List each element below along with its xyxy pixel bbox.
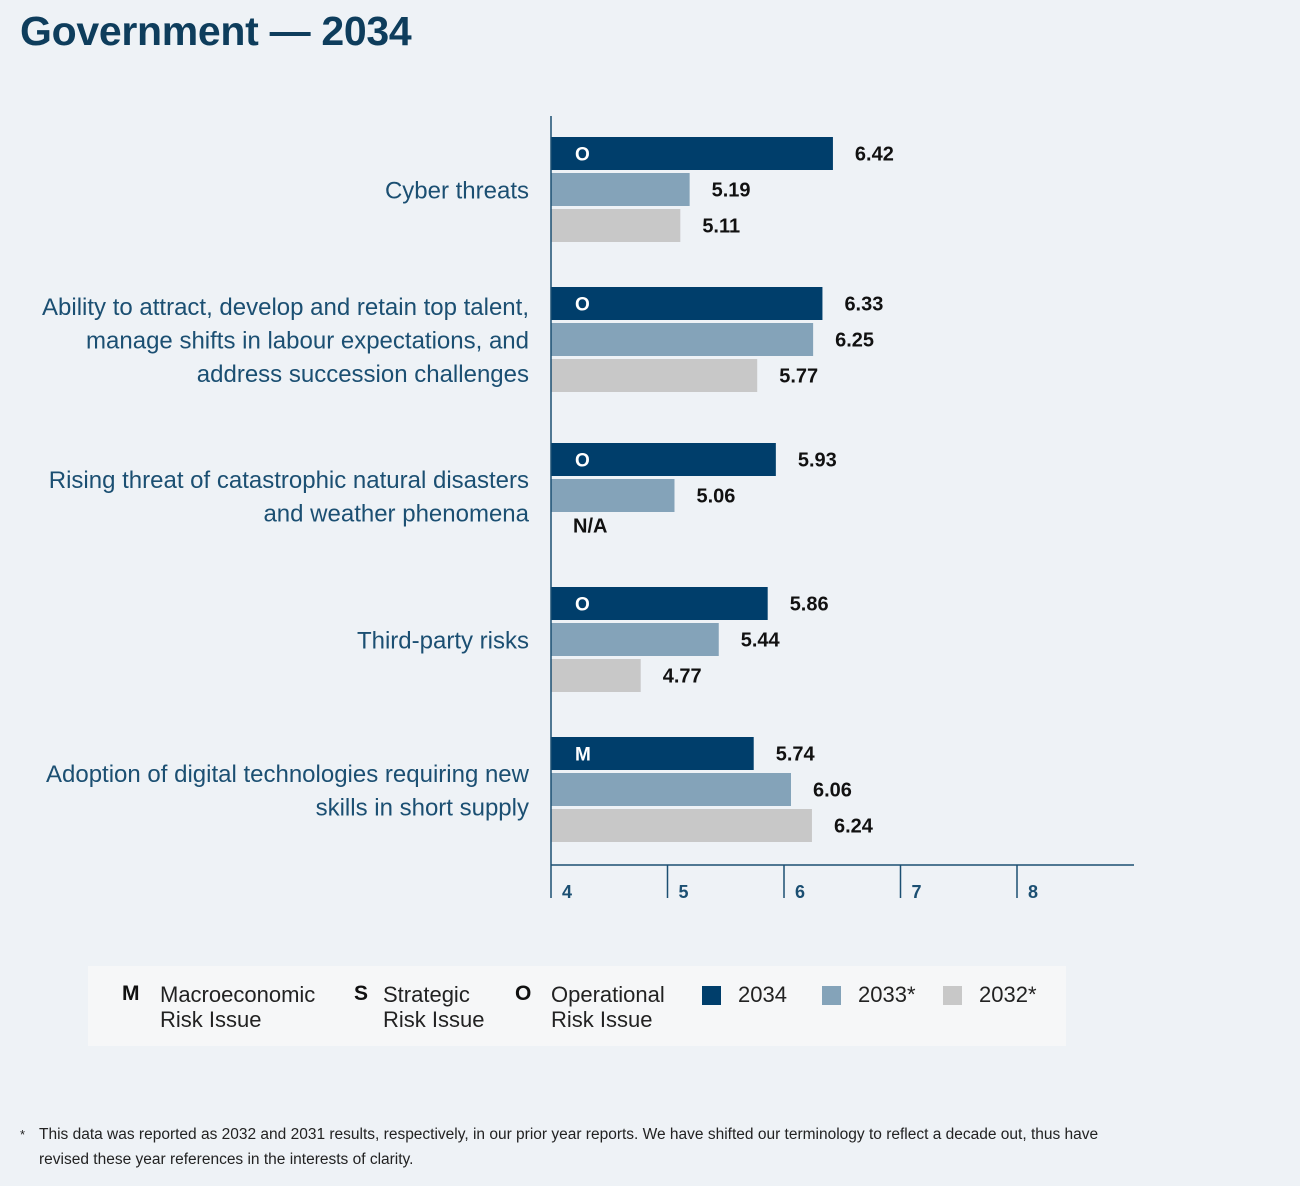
legend-swatch-2032 <box>943 986 962 1005</box>
category-label: Rising threat of catastrophic natural di… <box>49 467 529 494</box>
risk-code-label: O <box>575 451 590 472</box>
value-label: 6.24 <box>834 816 874 838</box>
legend-label-strategic: Strategic Risk Issue <box>383 982 485 1032</box>
legend-label-operational: Operational Risk Issue <box>551 982 665 1032</box>
legend: M Macroeconomic Risk Issue S Strategic Ris… <box>88 966 1066 1046</box>
x-tick-label: 7 <box>912 882 922 902</box>
bar <box>551 323 814 356</box>
legend-label-2034: 2034 <box>738 982 787 1007</box>
legend-label-macroeconomic: Macroeconomic Risk Issue <box>160 982 316 1032</box>
value-label: N/A <box>573 516 607 538</box>
bar <box>551 209 681 242</box>
risk-code-label: O <box>575 145 590 166</box>
value-label: 5.77 <box>779 366 818 388</box>
value-label: 5.74 <box>776 744 816 766</box>
value-label: 5.11 <box>702 216 740 238</box>
category-label: Third-party risks <box>357 628 529 655</box>
bar <box>551 287 823 320</box>
value-label: 5.86 <box>790 594 829 616</box>
value-label: 5.93 <box>798 450 837 472</box>
footnote-text: This data was reported as 2032 and 2031 … <box>39 1126 1099 1168</box>
legend-label-2032: 2032* <box>979 982 1037 1007</box>
category-label: and weather phenomena <box>263 500 529 527</box>
risk-code-label: O <box>575 595 590 616</box>
value-label: 6.42 <box>855 144 894 166</box>
value-label: 5.19 <box>712 180 751 202</box>
bar <box>551 173 690 206</box>
legend-key-strategic: S <box>354 982 369 1005</box>
x-tick-label: 6 <box>795 882 805 902</box>
value-label: 4.77 <box>663 666 702 688</box>
bar <box>551 623 719 656</box>
x-tick-label: 8 <box>1028 882 1038 902</box>
legend-key-operational: O <box>515 982 532 1005</box>
legend-label-2033: 2033* <box>858 982 916 1007</box>
bar <box>551 137 833 170</box>
value-label: 6.06 <box>813 780 852 802</box>
value-label: 5.06 <box>696 486 735 508</box>
category-label: address succession challenges <box>197 361 529 388</box>
value-label: 6.33 <box>844 294 883 316</box>
value-label: 5.44 <box>741 630 781 652</box>
category-label: Adoption of digital technologies requiri… <box>46 761 530 788</box>
category-label: Ability to attract, develop and retain t… <box>42 294 529 321</box>
value-label: 6.25 <box>835 330 874 352</box>
x-tick-label: 4 <box>562 882 572 902</box>
bar-chart: 6.42 5.19 5.11 O Cyber threats 6.33 6.25 5.77 O A… <box>42 116 1134 902</box>
legend-key-macroeconomic: M <box>122 982 140 1005</box>
risk-code-label: O <box>575 295 590 316</box>
bar <box>551 587 768 620</box>
bar <box>551 737 754 770</box>
risk-code-label: M <box>575 745 591 766</box>
category-label: Cyber threats <box>385 178 529 205</box>
bar <box>551 773 791 806</box>
category-label: skills in short supply <box>316 794 529 821</box>
bar <box>551 809 812 842</box>
legend-swatch-2034 <box>702 986 721 1005</box>
category-label: manage shifts in labour expectations, an… <box>86 328 529 355</box>
bar <box>551 479 675 512</box>
footnote-marker: * <box>20 1127 26 1142</box>
bar <box>551 443 776 476</box>
legend-swatch-2033 <box>822 986 841 1005</box>
bar <box>551 359 758 392</box>
bar <box>551 659 641 692</box>
page-title: Government — 2034 <box>20 8 412 54</box>
x-tick-label: 5 <box>679 882 689 902</box>
